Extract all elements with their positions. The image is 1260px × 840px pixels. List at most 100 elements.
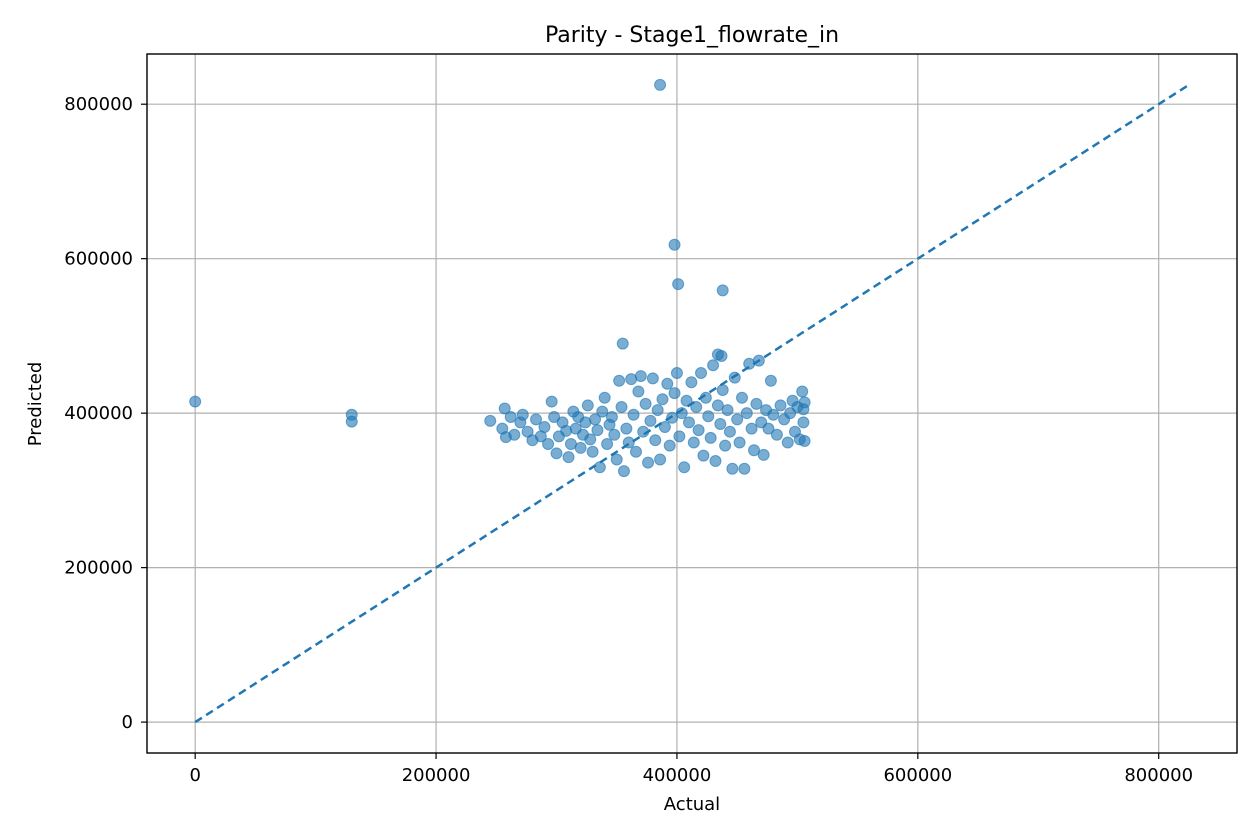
scatter-point	[610, 453, 623, 466]
scatter-point	[593, 461, 606, 474]
x-tick-label: 200000	[402, 765, 471, 786]
plot-frame	[146, 53, 1238, 754]
scatter-point	[723, 425, 736, 438]
scatter-point	[663, 439, 676, 452]
scatter-point	[672, 278, 685, 291]
scatter-point	[680, 394, 693, 407]
scatter-point	[654, 453, 667, 466]
scatter-point	[687, 436, 700, 449]
scatter-point	[764, 374, 777, 387]
scatter-point	[189, 395, 202, 408]
scatter-point	[550, 447, 563, 460]
scatter-point	[634, 370, 647, 383]
scatter-point	[632, 385, 645, 398]
scatter-point	[637, 425, 650, 438]
scatter-point	[731, 413, 744, 426]
x-tick-label: 600000	[883, 765, 952, 786]
scatter-point	[699, 391, 712, 404]
scatter-point	[538, 421, 551, 434]
chart-title: Parity - Stage1_flowrate_in	[545, 23, 839, 48]
scatter-point	[542, 438, 555, 451]
x-tick-label: 800000	[1124, 765, 1193, 786]
scatter-point	[748, 444, 761, 457]
scatter-point	[656, 393, 669, 406]
scatter-point	[545, 395, 558, 408]
scatter-point	[716, 284, 729, 297]
scatter-point	[733, 436, 746, 449]
x-tick-label: 0	[189, 765, 200, 786]
scatter-point	[649, 434, 662, 447]
scatter-point	[530, 413, 543, 426]
scatter-point	[762, 422, 775, 435]
y-tick-label: 0	[122, 712, 133, 733]
scatter-point	[596, 405, 609, 418]
scatter-point	[797, 416, 810, 429]
scatter-point	[692, 424, 705, 437]
scatter-point	[695, 366, 708, 379]
scatter-point	[757, 448, 770, 461]
axis-ticks: 0 200000 400000 600000 800000 0 200000 400000 60…	[64, 94, 1193, 786]
scatter-point	[770, 428, 783, 441]
scatter-point	[548, 411, 561, 424]
scatter-point	[484, 414, 497, 427]
y-tick-label: 800000	[64, 94, 133, 115]
scatter-point	[574, 441, 587, 454]
scatter-point	[781, 436, 794, 449]
scatter-point	[581, 399, 594, 412]
scatter-point	[608, 428, 621, 441]
scatter-point	[668, 387, 681, 400]
scatter-point	[798, 434, 811, 447]
scatter-point	[697, 449, 710, 462]
scatter-point	[721, 404, 734, 417]
scatter-point	[639, 397, 652, 410]
scatter-point	[508, 428, 521, 441]
scatter-point	[615, 400, 628, 413]
scatter-point	[738, 462, 751, 475]
scatter-point	[644, 414, 657, 427]
scatter-point	[584, 433, 597, 446]
scatter-point	[797, 403, 810, 416]
scatter-point	[702, 410, 715, 423]
scatter-point	[719, 439, 732, 452]
scatter-point	[668, 238, 681, 251]
scatter-point	[774, 399, 787, 412]
scatter-point	[767, 408, 780, 421]
scatter-point	[728, 371, 741, 384]
scatter-point	[516, 408, 529, 421]
scatter-point	[685, 376, 698, 389]
scatter-points	[189, 78, 811, 478]
scatter-point	[716, 383, 729, 396]
scatter-point	[707, 359, 720, 372]
scatter-point	[726, 462, 739, 475]
scatter-point	[646, 372, 659, 385]
y-axis-title: Predicted	[25, 362, 46, 447]
scatter-point	[601, 438, 614, 451]
scatter-point	[704, 431, 717, 444]
scatter-point	[740, 407, 753, 420]
scatter-point	[629, 445, 642, 458]
scatter-point	[745, 422, 758, 435]
scatter-point	[661, 377, 674, 390]
scatter-point	[617, 465, 630, 478]
y-tick-label: 200000	[64, 558, 133, 579]
scatter-point	[714, 417, 727, 430]
scatter-point	[796, 385, 809, 398]
scatter-point	[675, 407, 688, 420]
scatter-point	[709, 455, 722, 468]
scatter-point	[666, 411, 679, 424]
scatter-point	[670, 366, 683, 379]
scatter-point	[613, 374, 626, 387]
y-tick-label: 400000	[64, 403, 133, 424]
scatter-point	[750, 397, 763, 410]
scatter-point	[682, 416, 695, 429]
scatter-point	[622, 436, 635, 449]
scatter-point	[678, 461, 691, 474]
scatter-point	[616, 337, 629, 350]
scatter-point	[690, 400, 703, 413]
scatter-point	[658, 421, 671, 434]
scatter-point	[651, 404, 664, 417]
scatter-point	[715, 349, 728, 362]
scatter-point	[752, 354, 765, 367]
scatter-point	[504, 411, 517, 424]
scatter-point	[711, 399, 724, 412]
